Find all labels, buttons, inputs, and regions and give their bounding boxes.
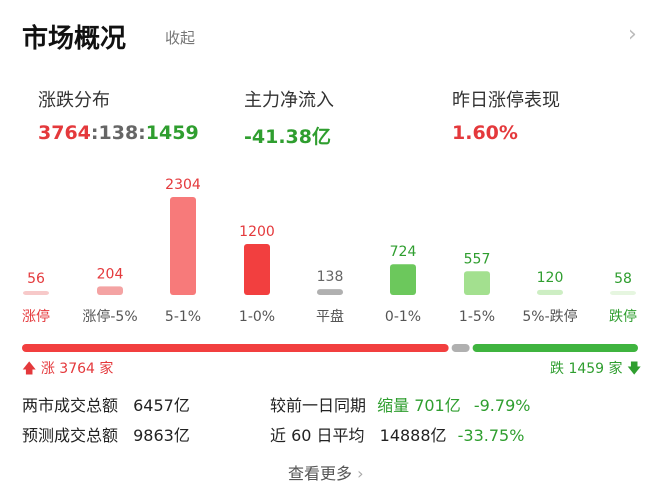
distribution-chart: 56 涨停 204 涨停-5% 2304 5-1% 1200 1-0% 138 平盘 724 0-1%… xyxy=(22,177,637,325)
view-more-button[interactable]: 查看更多 › xyxy=(288,460,364,484)
down-summary: 跌 1459 家 🡇 xyxy=(550,358,641,382)
avg-compare: 近 60 日平均 14888亿 -33.75% xyxy=(270,422,524,446)
stat-limit-up-label: 昨日涨停表现 xyxy=(452,90,560,111)
bar-category-4: 平盘 xyxy=(316,308,344,325)
bar-value-2: 2304 xyxy=(165,177,201,193)
up-summary-text: 涨 3764 家 xyxy=(40,361,114,377)
bar-category-8: 跌停 xyxy=(609,308,637,325)
bar-category-2: 5-1% xyxy=(165,309,201,325)
bar-category-6: 1-5% xyxy=(459,309,495,325)
bar-category-5: 0-1% xyxy=(385,309,421,325)
page-title: 市场概况 xyxy=(22,24,127,54)
bar-category-3: 1-0% xyxy=(239,309,275,325)
bar-value-8: 58 xyxy=(614,271,632,287)
prev-compare-label: 较前一日同期 xyxy=(270,396,367,415)
stat-limit-up[interactable]: 昨日涨停表现 1.60% xyxy=(452,86,560,144)
down-count: 1459 xyxy=(145,122,199,144)
bar-4 xyxy=(317,289,343,295)
stat-distribution-value: 3764:138:1459 xyxy=(38,122,199,144)
prev-change: 缩量 701亿 xyxy=(377,396,461,415)
bar-2 xyxy=(170,197,196,295)
up-count: 3764 xyxy=(38,122,91,144)
chevron-right-icon: › xyxy=(357,464,364,483)
avg-value: 14888亿 xyxy=(379,426,447,445)
ratio-flat xyxy=(451,344,470,352)
arrow-up-icon: 🡅 xyxy=(22,361,37,377)
bar-value-1: 204 xyxy=(97,266,124,282)
header: 市场概况 收起 › xyxy=(0,0,660,72)
forecast-turnover-label: 预测成交总额 xyxy=(22,426,119,445)
bar-category-0: 涨停 xyxy=(22,308,50,325)
sep-2: : xyxy=(138,122,146,144)
avg-pct: -33.75% xyxy=(457,426,525,445)
stat-limit-up-value: 1.60% xyxy=(452,122,518,144)
bar-6 xyxy=(464,271,490,295)
up-summary: 🡅 涨 3764 家 xyxy=(22,358,113,382)
prev-pct: -9.79% xyxy=(473,396,531,415)
bar-0 xyxy=(23,291,49,295)
flat-count: 138 xyxy=(98,122,139,144)
forecast-turnover: 预测成交总额 9863亿 xyxy=(22,422,190,446)
total-turnover-value: 6457亿 xyxy=(133,396,190,415)
bar-category-1: 涨停-5% xyxy=(82,308,137,325)
bar-3 xyxy=(244,243,270,295)
ratio-bar xyxy=(22,344,638,352)
total-turnover: 两市成交总额 6457亿 xyxy=(22,392,190,416)
collapse-button[interactable]: 收起 xyxy=(165,29,196,47)
avg-compare-label: 近 60 日平均 xyxy=(270,426,365,445)
bar-5 xyxy=(390,264,416,295)
down-summary-text: 跌 1459 家 xyxy=(550,361,623,377)
stat-net-inflow-label: 主力净流入 xyxy=(244,90,334,111)
bar-value-5: 724 xyxy=(390,244,417,260)
bar-7 xyxy=(537,289,563,295)
stat-distribution-label: 涨跌分布 xyxy=(38,90,110,111)
chevron-right-icon[interactable]: › xyxy=(628,22,637,47)
bar-category-7: 5%-跌停 xyxy=(522,308,577,325)
bar-value-0: 56 xyxy=(27,271,45,287)
ratio-up xyxy=(22,344,449,352)
stat-net-inflow[interactable]: 主力净流入 -41.38亿 xyxy=(244,86,334,149)
bar-value-3: 1200 xyxy=(239,224,275,240)
bar-value-6: 557 xyxy=(464,251,491,267)
sep-1: : xyxy=(90,122,99,144)
stat-net-inflow-value: -41.38亿 xyxy=(244,126,331,148)
prev-compare: 较前一日同期 缩量 701亿 -9.79% xyxy=(270,392,530,416)
total-turnover-label: 两市成交总额 xyxy=(22,396,119,415)
stat-distribution[interactable]: 涨跌分布 3764:138:1459 xyxy=(38,86,199,144)
bar-1 xyxy=(97,286,123,295)
arrow-down-icon: 🡇 xyxy=(626,361,642,377)
bar-value-4: 138 xyxy=(317,269,344,285)
view-more-label: 查看更多 xyxy=(288,464,353,483)
bar-8 xyxy=(610,291,636,295)
forecast-turnover-value: 9863亿 xyxy=(133,426,190,445)
ratio-down xyxy=(472,344,638,352)
bar-value-7: 120 xyxy=(537,270,564,286)
